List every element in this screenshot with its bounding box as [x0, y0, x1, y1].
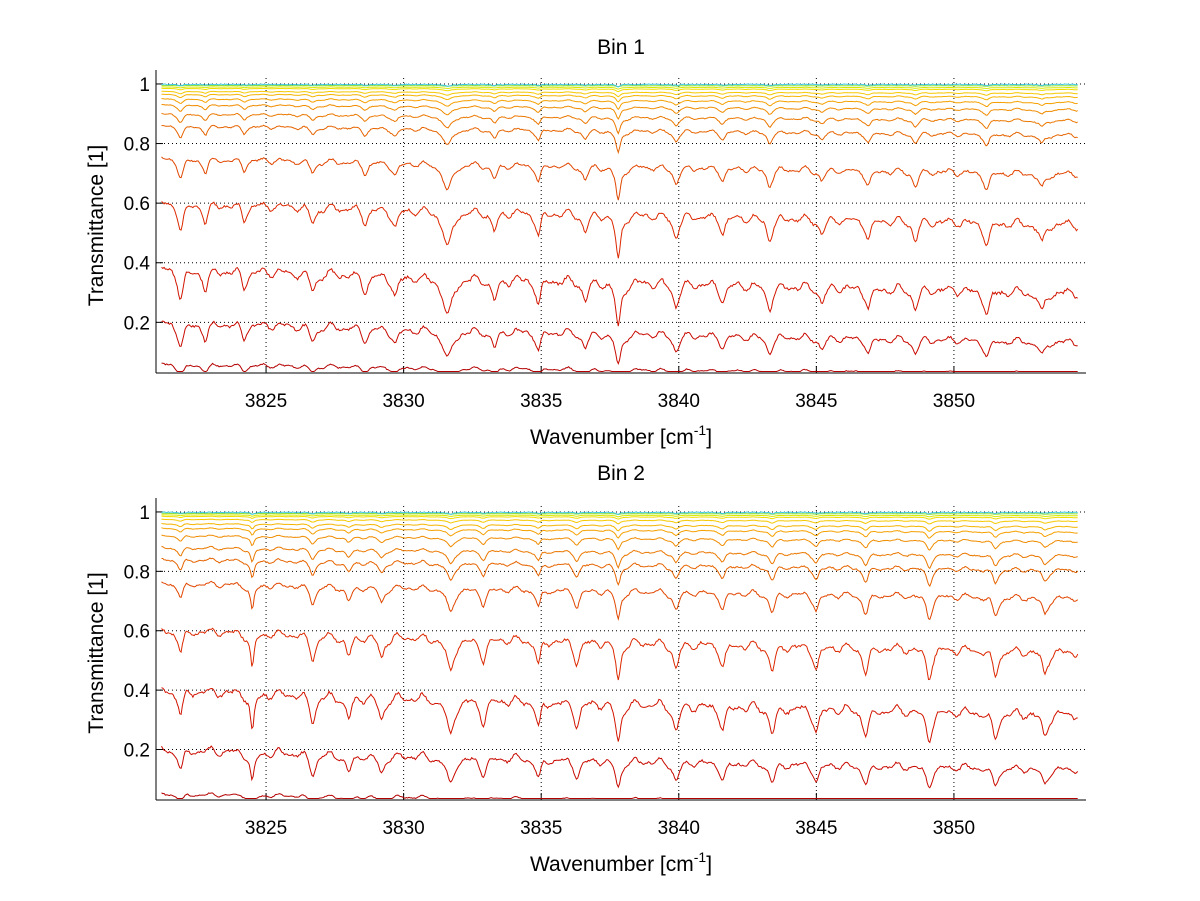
spectrum-series-12 — [161, 515, 1078, 520]
spectrum-series-11 — [161, 90, 1078, 98]
spectrum-series-15 — [161, 511, 1078, 515]
spectrum-series-2 — [161, 745, 1079, 789]
x-tick-label: 3835 — [520, 818, 562, 839]
spectrum-series-8 — [161, 534, 1078, 551]
bin-2-panel: Bin 2 3825 3830 3835 3840 3845 3850 0.2 0.4 0.6 0.… — [85, 462, 1086, 876]
spectrum-series-13 — [161, 514, 1078, 518]
y-tick-label: 0.6 — [124, 622, 150, 643]
y-tick-label: 0.2 — [124, 313, 150, 334]
spectrum-series-12 — [161, 87, 1078, 93]
spectrum-series-9 — [161, 527, 1078, 539]
spectrum-series-15 — [161, 83, 1078, 88]
y-axis-label: Transmittance [1] — [85, 572, 108, 733]
spectrum-series-5 — [161, 580, 1079, 621]
spectrum-series-3 — [161, 687, 1078, 744]
x-axis-label: Wavenumber [cm-1] — [530, 422, 712, 449]
x-tick-label: 3840 — [658, 818, 700, 839]
spectrum-series-4 — [161, 627, 1079, 681]
spectrum-series-11 — [161, 518, 1078, 525]
spectrum-series-6 — [161, 124, 1078, 155]
y-tick-label: 0.4 — [124, 254, 151, 275]
spectrum-series-5 — [161, 156, 1078, 201]
x-tick-label: 3845 — [795, 818, 837, 839]
spectrum-series-4 — [161, 201, 1079, 259]
spectrum-series-10 — [161, 522, 1078, 532]
spectrum-series-2 — [161, 320, 1078, 365]
spectrum-series-6 — [161, 557, 1079, 588]
spectrum-series-13 — [161, 86, 1078, 90]
y-tick-label: 0.8 — [124, 562, 150, 583]
y-tick-label: 1 — [139, 503, 150, 524]
x-tick-label: 3840 — [658, 391, 700, 412]
x-tick-label: 3825 — [245, 818, 287, 839]
spectrum-series-1 — [161, 362, 1078, 373]
x-axis-label: Wavenumber [cm-1] — [530, 849, 712, 876]
x-tick-label: 3830 — [382, 391, 424, 412]
x-tick-label: 3850 — [933, 391, 975, 412]
x-tick-label: 3845 — [795, 391, 837, 412]
x-tick-label: 3835 — [520, 391, 562, 412]
spectrum-series-1 — [161, 792, 1078, 799]
spectrum-series-14 — [161, 512, 1078, 515]
y-tick-label: 0.6 — [124, 194, 150, 215]
spectrum-series-10 — [161, 93, 1078, 103]
x-tick-label: 3850 — [933, 818, 975, 839]
spectrum-series-8 — [161, 103, 1078, 120]
bin-1-panel: Bin 1 3825 3830 3835 3840 3845 3850 0.2 0.4 0.6 0.… — [85, 36, 1086, 449]
y-tick-label: 0.8 — [124, 135, 150, 156]
chart-title: Bin 1 — [597, 36, 645, 59]
chart-title: Bin 2 — [597, 462, 645, 485]
y-tick-label: 1 — [139, 75, 150, 96]
spectrum-series-9 — [161, 98, 1078, 111]
y-tick-label: 0.2 — [124, 741, 150, 762]
y-tick-label: 0.4 — [124, 681, 151, 702]
spectrum-series-3 — [161, 266, 1078, 327]
spectrum-series-7 — [161, 112, 1078, 135]
x-tick-label: 3825 — [245, 391, 287, 412]
x-tick-label: 3830 — [382, 818, 424, 839]
y-axis-label: Transmittance [1] — [85, 145, 108, 306]
spectrum-series-7 — [161, 545, 1078, 570]
